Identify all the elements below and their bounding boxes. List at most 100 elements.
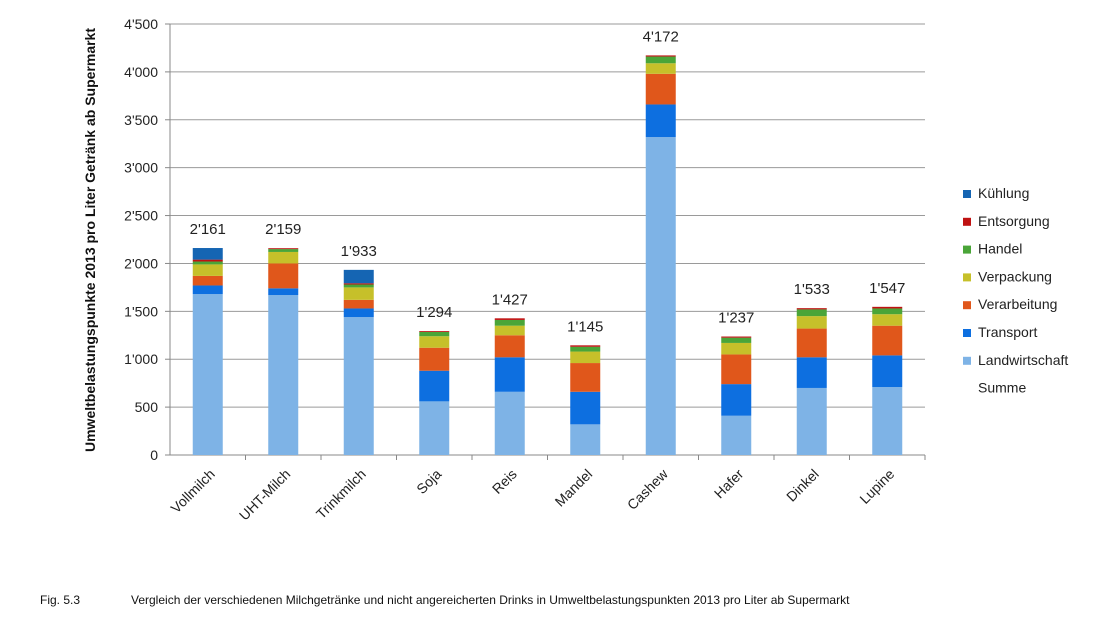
legend-label-summe: Summe [978,380,1026,396]
legend-swatch [963,329,971,337]
bar-segment-landwirtschaft [872,386,903,455]
y-tick-label: 500 [135,399,159,415]
bar-segment-verpackung [796,316,827,329]
legend-label: Handel [978,241,1022,257]
total-label: 1'547 [869,280,905,297]
bar-segment-entsorgung [268,248,299,250]
legend-swatch [963,356,971,365]
bar-segment-entsorgung [796,308,827,310]
bar-segment-transport [645,104,676,138]
legend-label: Verarbeitung [978,296,1057,312]
y-tick-label: 3'000 [124,160,158,176]
legend-label: Kühlung [978,185,1029,201]
figure-number: Fig. 5.3 [40,593,81,607]
bar-segment-entsorgung [419,331,450,332]
bar-segment-verarbeitung [570,363,601,392]
bar-segment-landwirtschaft [796,387,827,455]
category-label: Vollmilch [167,466,217,516]
legend-label: Verpackung [978,268,1052,284]
y-tick-label: 0 [150,447,158,463]
category-label: Reis [489,466,520,497]
legend-swatch [963,217,971,226]
category-label: Trinkmilch [313,466,369,522]
y-tick-label: 1'000 [124,351,158,367]
bar-segment-entsorgung [494,318,525,320]
category-label: UHT-Milch [236,466,294,524]
bar-segment-handel [796,309,827,317]
bar-segment-landwirtschaft [570,424,601,455]
bar-segment-handel [721,337,752,343]
bar-segment-landwirtschaft [645,137,676,456]
legend-swatch [963,301,971,310]
bar-segment-kühlung [192,248,223,260]
bar-segment-verarbeitung [872,325,903,356]
bar-segment-transport [343,308,374,318]
y-tick-label: 4'000 [124,64,158,80]
bar-segment-landwirtschaft [192,294,223,455]
bar-segment-verarbeitung [494,335,525,358]
bar-segment-landwirtschaft [343,317,374,455]
bar-segment-verarbeitung [721,354,752,385]
bar-segment-entsorgung [645,55,676,57]
bar-segment-verpackung [872,314,903,326]
y-tick-label: 3'500 [124,112,158,128]
bar-segment-handel [570,346,601,352]
bar-segment-transport [494,357,525,392]
figure-caption: Vergleich der verschiedenen Milchgetränk… [131,593,850,607]
bar-segment-verarbeitung [192,275,223,286]
bar-segment-verarbeitung [419,347,450,371]
bar-segment-handel [268,249,299,252]
legend-swatch [963,245,971,254]
bar-segment-transport [192,285,223,295]
bar-segment-entsorgung [721,336,752,338]
bar-segment-verpackung [645,63,676,74]
y-axis-title: Umweltbelastungspunkte 2013 pro Liter Ge… [82,28,98,452]
total-label: 1'237 [718,310,754,327]
bar-segment-transport [721,384,752,416]
total-label: 1'933 [341,243,377,260]
legend-label: Transport [978,324,1038,340]
bar-segment-transport [268,288,299,296]
bar-segment-handel [343,284,374,288]
legend-swatch [963,190,971,198]
legend-label: Entsorgung [978,213,1050,229]
bar-segment-verpackung [721,342,752,355]
legend-label: Landwirtschaft [978,352,1068,368]
total-label: 2'161 [190,221,226,238]
total-label: 1'294 [416,304,452,321]
bar-segment-handel [192,261,223,265]
total-label: 1'533 [794,281,830,298]
bar-segment-verarbeitung [343,299,374,309]
bar-segment-entsorgung [343,283,374,285]
bar-segment-verpackung [494,325,525,336]
bar-segment-transport [419,370,450,402]
bar-segment-entsorgung [570,345,601,347]
y-tick-label: 1'500 [124,303,158,319]
legend-swatch [963,273,971,282]
bar-segment-landwirtschaft [494,391,525,455]
bar-segment-landwirtschaft [419,401,450,455]
y-tick-label: 4'500 [124,16,158,32]
bar-segment-verarbeitung [796,328,827,358]
category-label: Mandel [552,466,596,510]
legend: Kühlung Entsorgung Handel Verpackung Verarbe… [963,185,1068,396]
bars [192,55,903,456]
bar-segment-transport [872,355,903,387]
bar-segment-verpackung [343,287,374,300]
bar-segment-entsorgung [872,306,903,309]
bar-segment-kühlung [343,269,374,284]
category-label: Dinkel [783,466,822,505]
bar-segment-handel [872,308,903,315]
total-label: 2'159 [265,221,301,238]
category-label: Lupine [856,466,897,507]
bar-segment-handel [419,331,450,337]
total-label: 4'172 [643,28,679,45]
bar-segment-verpackung [192,264,223,276]
category-label: Hafer [711,466,747,502]
total-label: 1'427 [492,291,528,308]
bar-segment-verpackung [419,336,450,348]
axes: 0 500 1'000 1'500 2'000 2'500 3'000 3'500 4'000 4… [124,16,926,463]
bar-segment-transport [796,357,827,388]
total-label: 1'145 [567,318,603,335]
